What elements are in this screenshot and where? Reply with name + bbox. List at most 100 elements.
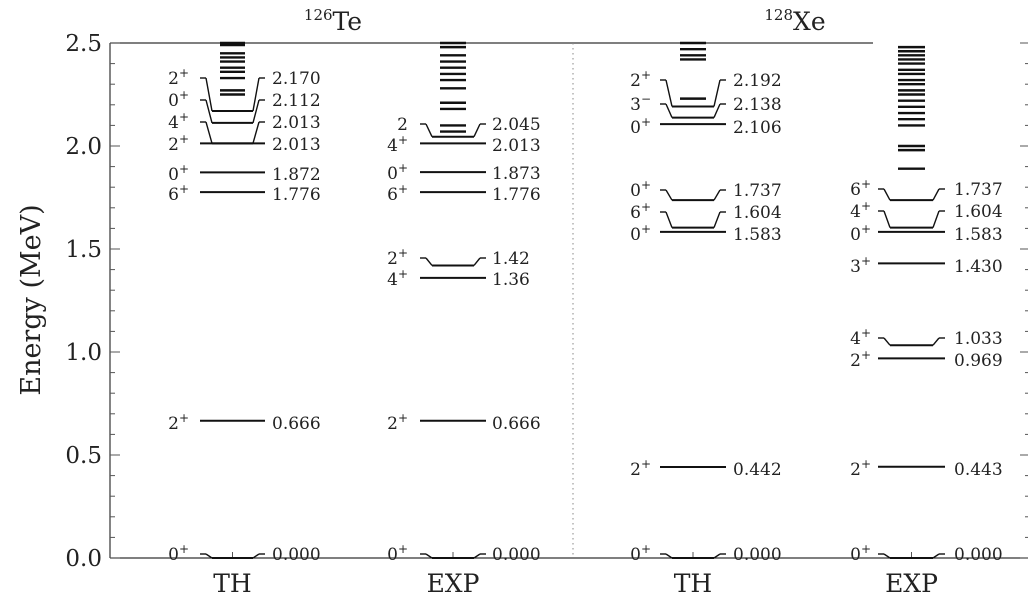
energy-value-label: 1.42 xyxy=(492,249,530,269)
level-connector xyxy=(252,99,260,124)
energy-value-label: 1.873 xyxy=(492,164,541,184)
parity-sign: + xyxy=(861,457,871,471)
spin-parity-label: 0+ xyxy=(630,222,651,245)
spin-value: 4 xyxy=(387,270,398,290)
energy-value-label: 2.112 xyxy=(272,91,321,111)
group-titles: 126Te 128Xe xyxy=(304,6,826,36)
spin-parity-label: 6+ xyxy=(630,200,651,223)
parity-sign: + xyxy=(641,222,651,236)
spin-value: 0 xyxy=(168,165,179,185)
parity-sign: + xyxy=(641,178,651,192)
spin-parity-label: 0+ xyxy=(850,542,871,565)
y-tick-label: 0.0 xyxy=(65,546,102,572)
spin-parity-label: 6+ xyxy=(168,182,189,205)
group-title: 126Te xyxy=(304,6,362,36)
spin-parity-label: 0+ xyxy=(630,542,651,565)
parity-sign: + xyxy=(641,68,651,82)
level-connector xyxy=(473,123,481,138)
spin-value: 0 xyxy=(630,225,641,245)
parity-sign: + xyxy=(641,542,651,556)
energy-value-label: 1.604 xyxy=(733,203,782,223)
spin-parity-label: 4+ xyxy=(387,133,408,156)
spin-value: 0 xyxy=(850,225,861,245)
spin-value: 0 xyxy=(168,545,179,565)
parity-sign: + xyxy=(641,457,651,471)
spin-parity-label: 2 xyxy=(397,115,408,135)
energy-value-label: 1.36 xyxy=(492,270,530,290)
parity-sign: + xyxy=(861,222,871,236)
y-tick-label: 0.5 xyxy=(65,443,102,469)
spin-parity-label: 2+ xyxy=(168,132,189,155)
level-connector xyxy=(473,257,481,266)
level-connector xyxy=(205,553,213,559)
y-tick-label: 1.0 xyxy=(65,340,102,366)
spin-parity-label: 4+ xyxy=(850,199,871,222)
parity-sign: + xyxy=(398,542,408,556)
spin-value: 0 xyxy=(630,545,641,565)
level-connector xyxy=(665,79,673,107)
parity-sign: + xyxy=(179,542,189,556)
parity-sign: + xyxy=(398,267,408,281)
spin-parity-label: 2+ xyxy=(630,68,651,91)
parity-sign: − xyxy=(641,92,651,106)
parity-sign: + xyxy=(398,182,408,196)
spin-value: 0 xyxy=(630,181,641,201)
parity-sign: + xyxy=(179,66,189,80)
spin-value: 2 xyxy=(168,69,179,89)
level-connector xyxy=(665,553,673,559)
spin-value: 6 xyxy=(387,185,398,205)
spin-value: 0 xyxy=(387,164,398,184)
energy-value-label: 1.776 xyxy=(492,185,541,205)
level-connector xyxy=(932,210,940,228)
energy-value-label: 2.106 xyxy=(733,118,782,138)
spin-parity-label: 0+ xyxy=(630,178,651,201)
spin-value: 4 xyxy=(387,136,398,156)
parity-sign: + xyxy=(398,133,408,147)
energy-value-label: 2.170 xyxy=(272,69,321,89)
spin-parity-label: 0+ xyxy=(168,542,189,565)
energy-value-label: 1.604 xyxy=(954,202,1003,222)
parity-sign: + xyxy=(398,161,408,175)
parity-sign: + xyxy=(641,200,651,214)
spin-parity-label: 2+ xyxy=(850,348,871,371)
level-connector xyxy=(713,103,721,118)
energy-value-label: 1.033 xyxy=(954,329,1003,349)
parity-sign: + xyxy=(861,542,871,556)
energy-value-label: 2.045 xyxy=(492,115,541,135)
spin-value: 2 xyxy=(387,249,398,269)
spin-value: 4 xyxy=(850,202,861,222)
spin-value: 6 xyxy=(168,185,179,205)
parity-sign: + xyxy=(861,177,871,191)
spin-value: 2 xyxy=(850,460,861,480)
x-tick-label: EXP xyxy=(427,569,480,594)
y-axis-label: Energy (MeV) xyxy=(16,204,47,395)
spin-parity-label: 2+ xyxy=(168,411,189,434)
level-connector xyxy=(252,121,260,144)
energy-value-label: 0.000 xyxy=(492,545,541,565)
spin-parity-label: 4+ xyxy=(850,326,871,349)
group-title-superscript: 128 xyxy=(764,6,793,24)
spin-value: 4 xyxy=(850,329,861,349)
energy-value-label: 1.872 xyxy=(272,165,321,185)
level-connector xyxy=(883,188,891,201)
energy-value-label: 1.737 xyxy=(733,181,782,201)
level-connector xyxy=(252,77,260,112)
spin-value: 4 xyxy=(168,113,179,133)
level-connector xyxy=(425,257,433,266)
spin-value: 2 xyxy=(630,71,641,91)
spin-parity-label: 4+ xyxy=(387,267,408,290)
energy-value-label: 1.583 xyxy=(954,225,1003,245)
y-tick-label: 1.5 xyxy=(65,237,102,263)
spin-value: 2 xyxy=(168,135,179,155)
spin-value: 6 xyxy=(850,180,861,200)
energy-value-label: 0.443 xyxy=(954,460,1003,480)
spin-parity-label: 0+ xyxy=(387,542,408,565)
level-connector xyxy=(425,553,433,559)
parity-sign: + xyxy=(861,199,871,213)
parity-sign: + xyxy=(861,326,871,340)
level-connector xyxy=(665,189,673,201)
